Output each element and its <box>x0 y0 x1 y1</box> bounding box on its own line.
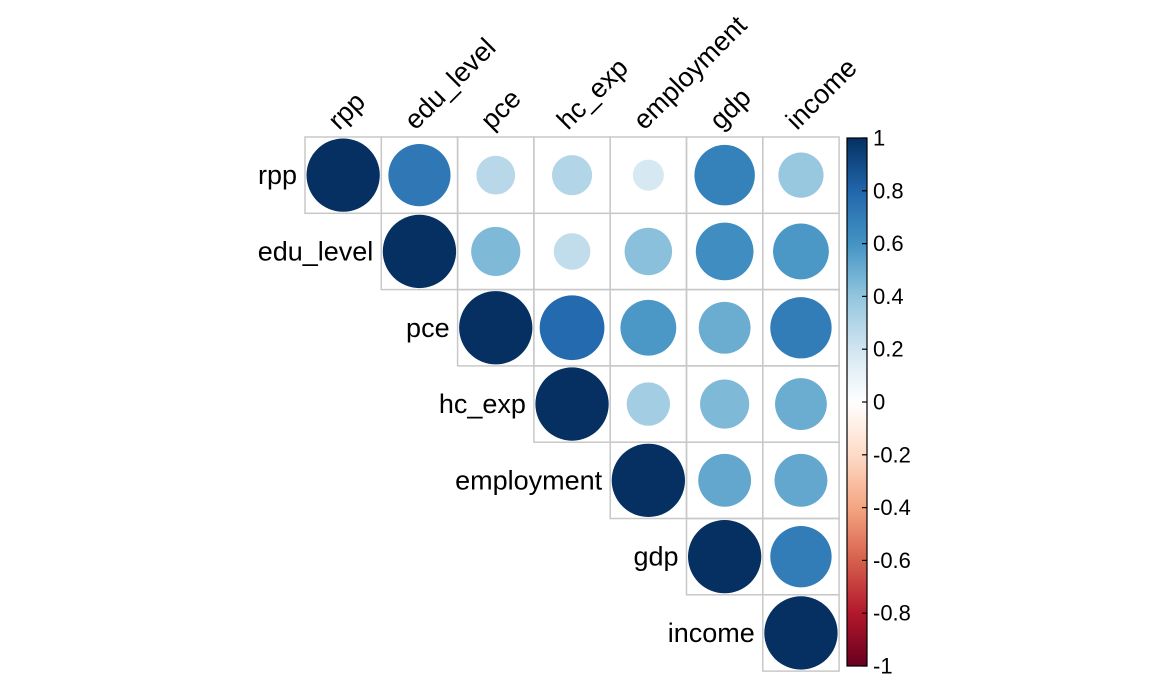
colorbar-tick-label: -0.4 <box>873 495 911 520</box>
corr-circle-gdp-gdp <box>688 520 762 594</box>
colorbar-tick-label: -0.8 <box>873 601 911 626</box>
corr-circle-pce-income <box>770 297 832 359</box>
corr-circle-employment-gdp <box>698 453 752 507</box>
col-label-pce: pce <box>475 83 527 135</box>
row-label-employment: employment <box>455 465 603 495</box>
colorbar-tick-label: 0.8 <box>873 178 904 203</box>
corr-circle-hc_exp-hc_exp <box>535 367 609 441</box>
corr-circle-rpp-rpp <box>306 138 380 212</box>
corr-circle-rpp-gdp <box>694 144 755 206</box>
row-label-income: income <box>668 618 755 648</box>
corr-circle-employment-income <box>774 453 828 507</box>
corr-circle-edu_level-employment <box>624 227 673 276</box>
corr-circle-edu_level-hc_exp <box>553 233 591 270</box>
row-label-gdp: gdp <box>633 542 678 572</box>
corr-circle-edu_level-edu_level <box>382 214 457 289</box>
col-label-rpp: rpp <box>322 86 371 135</box>
corr-circle-rpp-employment <box>632 159 664 191</box>
colorbar-tick-label: -0.6 <box>873 548 911 573</box>
corr-circle-edu_level-income <box>773 223 829 280</box>
row-label-pce: pce <box>406 313 450 343</box>
corr-circle-rpp-income <box>778 152 824 198</box>
colorbar-tick-label: -1 <box>873 654 893 679</box>
colorbar-tick-label: 0.6 <box>873 231 904 256</box>
corr-circle-pce-gdp <box>698 301 751 354</box>
corr-circle-hc_exp-gdp <box>700 379 750 429</box>
corr-circle-edu_level-pce <box>471 226 521 277</box>
corr-circle-edu_level-gdp <box>695 222 754 281</box>
corr-circle-rpp-hc_exp <box>551 155 593 196</box>
corr-circle-gdp-income <box>770 525 832 588</box>
colorbar-tick-label: 0.2 <box>873 337 904 362</box>
row-label-edu_level: edu_level <box>258 236 374 266</box>
colorbar-tick-label: -0.2 <box>873 442 911 467</box>
corr-circle-hc_exp-employment <box>626 382 671 426</box>
corr-circle-rpp-edu_level <box>388 144 451 207</box>
colorbar-tick-label: 0.4 <box>873 284 904 309</box>
corr-circle-rpp-pce <box>476 155 516 195</box>
colorbar-tick-label: 0 <box>873 390 885 415</box>
row-label-hc_exp: hc_exp <box>439 389 526 419</box>
corr-circle-pce-pce <box>459 291 533 365</box>
row-label-rpp: rpp <box>258 160 297 190</box>
grid-cell <box>762 594 840 672</box>
colorbar-tick-label: 1 <box>873 126 885 151</box>
col-label-income: income <box>780 52 863 135</box>
corr-circle-hc_exp-income <box>775 378 827 430</box>
corr-circle-employment-employment <box>611 443 685 517</box>
col-label-gdp: gdp <box>704 82 757 135</box>
col-label-hc_exp: hc_exp <box>551 52 634 135</box>
corr-circle-income-income <box>764 596 838 670</box>
corr-circle-pce-employment <box>620 299 677 356</box>
corr-circle-pce-hc_exp <box>539 295 605 361</box>
